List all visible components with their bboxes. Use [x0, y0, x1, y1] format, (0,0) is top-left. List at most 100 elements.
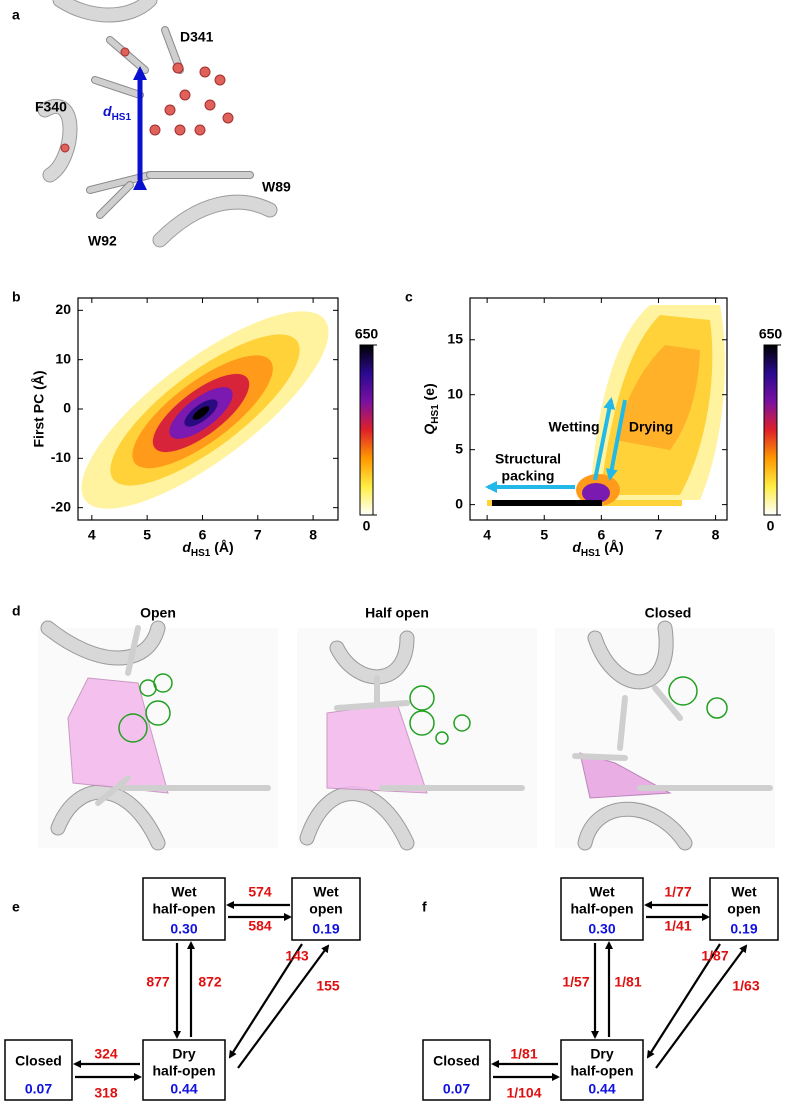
subscript: HS1	[112, 112, 132, 123]
colorbar	[763, 344, 778, 516]
distance-label: dHS1	[103, 103, 131, 123]
panel-label: d	[12, 603, 21, 619]
annotation: Drying	[629, 419, 673, 435]
state-box	[560, 1039, 644, 1101]
state-box	[560, 877, 644, 941]
annotation-arrows	[485, 397, 627, 493]
state-name: open	[727, 901, 760, 917]
annotation: Wetting	[548, 419, 599, 435]
state-name: Wet	[731, 884, 757, 900]
y-tick-label: -20	[51, 498, 71, 514]
structure-image	[37, 0, 278, 248]
x-tick-label: 7	[254, 527, 262, 543]
state-box	[291, 877, 361, 941]
state-name: Wet	[171, 884, 197, 900]
rate: 318	[94, 1085, 118, 1101]
state-name: half-open	[153, 1063, 216, 1079]
rate: 1/41	[664, 918, 691, 934]
state-population: 0.07	[25, 1081, 52, 1097]
y-tick-label: -10	[51, 449, 71, 465]
state-name: half-open	[153, 901, 216, 917]
rate: 877	[146, 974, 170, 990]
colorbar-tick-label: 0	[363, 518, 371, 534]
y-tick-label: 10	[55, 350, 71, 366]
x-tick-label: 8	[712, 527, 720, 543]
residue-label: W92	[88, 233, 117, 249]
residue-label: F340	[35, 99, 67, 115]
arrow	[228, 943, 303, 1059]
plot-frame	[469, 297, 728, 521]
rate: 155	[316, 978, 340, 994]
state-box	[142, 877, 226, 941]
rate: 1/57	[562, 974, 589, 990]
state-population: 0.30	[588, 921, 615, 937]
rate: 1/63	[732, 978, 759, 994]
panel-label: c	[405, 289, 413, 305]
rate: 584	[248, 918, 272, 934]
state-name: Dry	[172, 1046, 196, 1062]
arrow	[237, 944, 330, 1069]
state-diagram: Wethalf-open0.30Wetopen0.19Closed0.07Dry…	[4, 877, 361, 1101]
density-image	[487, 305, 725, 506]
panel-label: e	[12, 899, 20, 915]
rate: 1/104	[506, 1085, 541, 1101]
subscript: HS1	[191, 548, 211, 559]
state-box	[709, 877, 779, 941]
subscript: HS1	[430, 404, 441, 424]
state-name: half-open	[571, 901, 634, 917]
y-tick-label: 0	[455, 495, 463, 511]
rate: 1/81	[614, 974, 641, 990]
residue-label: W89	[262, 179, 291, 195]
y-axis-label: QHS1 (e)	[421, 383, 441, 434]
x-tick-label: 4	[88, 527, 96, 543]
y-tick-label: 0	[63, 400, 71, 416]
symbol: d	[103, 103, 112, 119]
state-name: Dry	[590, 1046, 614, 1062]
state-name: half-open	[571, 1063, 634, 1079]
unit: (Å)	[600, 539, 623, 555]
x-tick-label: 5	[143, 527, 151, 543]
arrow	[646, 943, 721, 1059]
residue-label: D341	[180, 29, 214, 45]
colorbar-tick-label: 650	[355, 326, 379, 342]
y-tick-label: 5	[455, 440, 463, 456]
rate: 143	[285, 948, 309, 964]
state-diagram: Wethalf-open0.30Wetopen0.19Closed0.07Dry…	[422, 877, 779, 1101]
rate: 872	[198, 974, 222, 990]
state-name: Closed	[15, 1053, 62, 1069]
colorbar-tick-label: 650	[759, 326, 783, 342]
structure-title: Half open	[365, 605, 429, 621]
state-box	[142, 1039, 226, 1101]
x-tick-label: 5	[540, 527, 548, 543]
x-tick-label: 6	[199, 527, 207, 543]
y-tick-label: 20	[55, 301, 71, 317]
state-population: 0.30	[170, 921, 197, 937]
state-name: open	[309, 901, 342, 917]
structure-images	[38, 620, 775, 851]
x-tick-label: 6	[597, 527, 605, 543]
state-name: Closed	[433, 1053, 480, 1069]
x-axis-label: dHS1 (Å)	[572, 539, 623, 559]
y-axis-label: First PC (Å)	[31, 371, 47, 448]
state-population: 0.44	[588, 1081, 615, 1097]
panel-label: f	[422, 899, 427, 915]
rate: 1/81	[510, 1046, 537, 1062]
state-box	[422, 1039, 491, 1101]
density-image	[81, 311, 329, 509]
structure-title: Open	[140, 605, 176, 621]
unit: (Å)	[210, 539, 233, 555]
state-population: 0.07	[443, 1081, 470, 1097]
panel-label: a	[12, 7, 20, 23]
state-name: Wet	[313, 884, 339, 900]
rate: 324	[94, 1046, 118, 1062]
state-name: Wet	[589, 884, 615, 900]
y-tick-label: 15	[447, 330, 463, 346]
rate: 1/77	[664, 884, 691, 900]
state-population: 0.44	[170, 1081, 197, 1097]
colorbar-tick-label: 0	[767, 518, 775, 534]
x-tick-label: 4	[483, 527, 491, 543]
rate: 1/87	[701, 948, 728, 964]
state-population: 0.19	[312, 921, 339, 937]
symbol: Q	[421, 424, 437, 435]
